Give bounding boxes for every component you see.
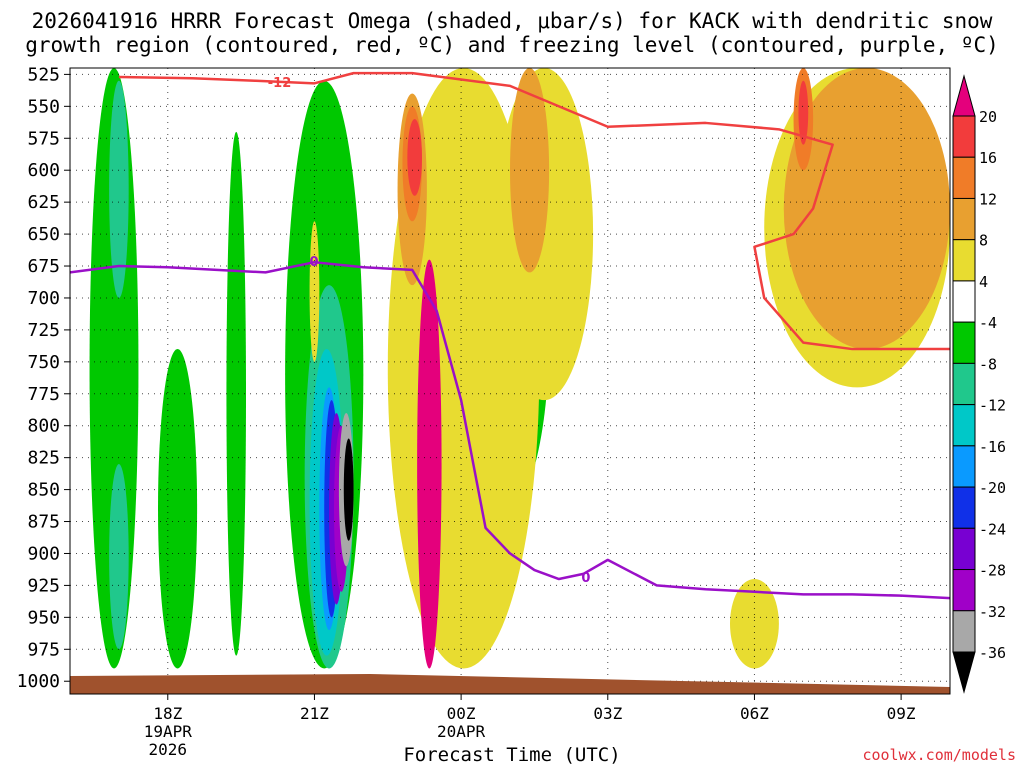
omega-region-27 — [798, 80, 809, 145]
x-tick-label: 03Z — [593, 704, 622, 723]
colorbar-swatch — [952, 321, 976, 364]
y-tick-label: 950 — [27, 607, 60, 628]
y-tick-label: 850 — [27, 480, 60, 501]
dendritic-contour-label: -12 — [268, 76, 292, 91]
y-tick-label: 575 — [27, 128, 60, 149]
omega-region-1 — [109, 80, 129, 298]
colorbar-swatch — [952, 569, 976, 612]
y-tick-label: 750 — [27, 352, 60, 373]
omega-region-21 — [417, 259, 442, 669]
colorbar-swatch — [952, 445, 976, 488]
omega-region-23 — [510, 68, 550, 273]
y-tick-label: 1000 — [17, 671, 60, 692]
colorbar-swatch — [952, 115, 976, 158]
omega-region-20 — [407, 119, 422, 196]
colorbar-label: -16 — [979, 438, 1006, 456]
colorbar-label: 12 — [979, 190, 997, 208]
colorbar-label: -4 — [979, 314, 997, 332]
colorbar-swatch — [952, 362, 976, 406]
y-tick-label: 550 — [27, 96, 60, 117]
gridlines — [70, 68, 950, 694]
chart-title-line-2: growth region (contoured, red, ºC) and f… — [25, 33, 999, 57]
y-tick-label: 725 — [27, 320, 60, 341]
pressure-axis: 525 550 575 600 625 650 675 700 725 750 775 800 825 8… — [17, 64, 70, 692]
x-tick-label: 06Z — [740, 704, 769, 723]
colorbar-swatch — [952, 404, 976, 447]
terrain-strip — [70, 674, 950, 694]
x-axis-label: Forecast Time (UTC) — [403, 744, 621, 766]
omega-shading-layer — [89, 68, 950, 669]
y-tick-label: 875 — [27, 512, 60, 533]
x-tick-label: 00Z — [447, 704, 476, 723]
freezing-contour-label: 0 — [581, 571, 590, 586]
y-tick-label: 600 — [27, 160, 60, 181]
x-tick-label: 09Z — [887, 704, 916, 723]
freezing-contour-label: 0 — [309, 255, 318, 270]
omega-region-4 — [226, 131, 247, 656]
colorbar-label: 4 — [979, 273, 988, 291]
chart-title-line-1: 2026041916 HRRR Forecast Omega (shaded, … — [31, 9, 993, 33]
colorbar-label: 16 — [979, 149, 997, 167]
omega-region-2 — [109, 464, 129, 650]
y-tick-label: 900 — [27, 543, 60, 564]
colorbar-bottom-arrow — [952, 651, 976, 694]
omega-region-16 — [309, 221, 320, 362]
colorbar: 20 16 12 8 4 -4 -8 -12 -16 -20 -24 -28 -32 -36 — [952, 74, 1006, 694]
colorbar-label: -32 — [979, 603, 1006, 621]
dendritic-growth-contour — [118, 71, 950, 351]
x-tick-label: 18Z — [153, 704, 182, 723]
colorbar-swatch — [952, 239, 976, 282]
y-tick-label: 800 — [27, 416, 60, 437]
y-tick-label: 775 — [27, 384, 60, 405]
colorbar-label: 20 — [979, 108, 997, 126]
colorbar-label: 8 — [979, 232, 988, 250]
y-tick-label: 825 — [27, 448, 60, 469]
omega-region-28 — [730, 579, 779, 669]
y-tick-label: 675 — [27, 256, 60, 277]
x-tick-sublabel: 2026 — [149, 740, 188, 759]
terrain-ground — [70, 674, 950, 694]
y-tick-label: 650 — [27, 224, 60, 245]
y-tick-label: 925 — [27, 575, 60, 596]
colorbar-top-arrow — [952, 74, 976, 117]
omega-region-3 — [158, 349, 198, 669]
colorbar-swatch — [952, 486, 976, 529]
colorbar-swatch — [952, 197, 976, 241]
omega-region-13 — [343, 438, 354, 541]
colorbar-label: -36 — [979, 644, 1006, 662]
colorbar-label: -28 — [979, 562, 1006, 580]
x-tick-sublabel: 20APR — [437, 722, 486, 741]
colorbar-swatch — [952, 280, 976, 323]
y-tick-label: 975 — [27, 639, 60, 660]
y-tick-label: 700 — [27, 288, 60, 309]
contour-layer: -12 0 0 — [70, 71, 950, 600]
credit-link[interactable]: coolwx.com/models — [862, 746, 1016, 764]
colorbar-label: -20 — [979, 479, 1006, 497]
colorbar-swatch — [952, 610, 976, 653]
colorbar-swatch — [952, 156, 976, 199]
x-tick-sublabel: 19APR — [144, 722, 193, 741]
x-tick-label: 21Z — [300, 704, 329, 723]
colorbar-swatch — [952, 527, 976, 571]
y-tick-label: 525 — [27, 64, 60, 85]
freezing-level-contour — [70, 260, 950, 600]
colorbar-label: -8 — [979, 355, 997, 373]
omega-region-25 — [783, 68, 950, 350]
colorbar-label: -24 — [979, 520, 1006, 538]
colorbar-label: -12 — [979, 397, 1006, 415]
plot-frame — [69, 67, 951, 695]
y-tick-label: 625 — [27, 192, 60, 213]
